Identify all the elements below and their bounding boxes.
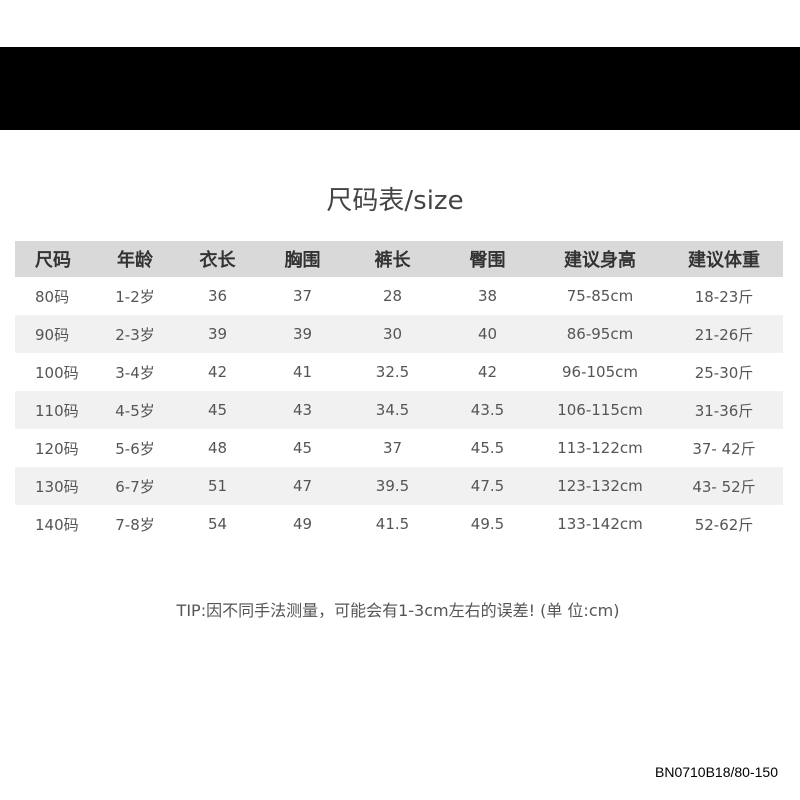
table-cell: 100码	[35, 363, 79, 382]
table-cell: 39.5	[375, 477, 410, 495]
table-cell: 123-132cm	[557, 477, 643, 495]
table-cell: 32.5	[375, 363, 410, 381]
table-cell: 51	[207, 477, 228, 495]
table-cell: 120码	[35, 439, 79, 458]
table-cell: 30	[382, 325, 403, 343]
table-cell: 47	[292, 477, 313, 495]
table-cell: 5-6岁	[115, 439, 155, 458]
top-black-band	[0, 47, 800, 130]
column-header: 建议身高	[564, 250, 636, 271]
table-row: 140码 7-8岁 54 49 41.5 49.5 133-142cm 52-62斤	[15, 505, 783, 543]
table-cell: 49	[292, 515, 313, 533]
table-cell: 49.5	[470, 515, 505, 533]
column-header: 衣长	[199, 250, 236, 271]
table-cell: 37	[382, 439, 403, 457]
table-cell: 7-8岁	[115, 515, 155, 534]
table-cell: 4-5岁	[115, 401, 155, 420]
table-cell: 43.5	[470, 401, 505, 419]
column-header: 臀围	[469, 250, 506, 271]
table-cell: 25-30斤	[694, 363, 754, 382]
table-row: 120码 5-6岁 48 45 37 45.5 113-122cm 37- 42斤	[15, 429, 783, 467]
table-cell: 80码	[35, 287, 70, 306]
table-cell: 31-36斤	[694, 401, 754, 420]
column-header: 尺码	[35, 250, 71, 271]
table-cell: 130码	[35, 477, 79, 496]
table-cell: 52-62斤	[694, 515, 754, 534]
table-cell: 110码	[35, 401, 79, 420]
table-cell: 37- 42斤	[692, 439, 756, 458]
column-header: 胸围	[284, 250, 321, 271]
measurement-tip: TIP:因不同手法测量，可能会有1-3cm左右的误差! (单 位:cm)	[176, 601, 620, 620]
table-row: 110码 4-5岁 45 43 34.5 43.5 106-115cm 31-36斤	[15, 391, 783, 429]
table-cell: 43- 52斤	[692, 477, 756, 496]
table-cell: 21-26斤	[694, 325, 754, 344]
table-row: 130码 6-7岁 51 47 39.5 47.5 123-132cm 43- 52斤	[15, 467, 783, 505]
table-cell: 133-142cm	[557, 515, 643, 533]
table-header-row: 尺码 年龄 衣长 胸围 裤长 臀围 建议身高 建议体重	[15, 241, 783, 277]
table-row: 90码 2-3岁 39 39 30 40 86-95cm 21-26斤	[15, 315, 783, 353]
table-cell: 38	[477, 287, 498, 305]
table-cell: 45	[207, 401, 228, 419]
table-cell: 6-7岁	[115, 477, 155, 496]
table-cell: 86-95cm	[566, 325, 634, 343]
table-cell: 45.5	[470, 439, 505, 457]
table-cell: 28	[382, 287, 403, 305]
table-row: 100码 3-4岁 42 41 32.5 42 96-105cm 25-30斤	[15, 353, 783, 391]
table-cell: 140码	[35, 515, 79, 534]
table-cell: 90码	[35, 325, 70, 344]
table-cell: 41	[292, 363, 313, 381]
product-code: BN0710B18/80-150	[655, 764, 778, 780]
table-cell: 2-3岁	[115, 325, 155, 344]
table-cell: 42	[477, 363, 498, 381]
size-table: 尺码 年龄 衣长 胸围 裤长 臀围 建议身高 建议体重 80码 1-2岁 36 37 28 38 75-85…	[15, 241, 783, 543]
table-cell: 36	[207, 287, 228, 305]
table-cell: 40	[477, 325, 498, 343]
table-cell: 48	[207, 439, 228, 457]
column-header: 年龄	[117, 250, 153, 271]
table-row: 80码 1-2岁 36 37 28 38 75-85cm 18-23斤	[15, 277, 783, 315]
table-cell: 45	[292, 439, 313, 457]
table-cell: 42	[207, 363, 228, 381]
table-cell: 34.5	[375, 401, 410, 419]
table-cell: 47.5	[470, 477, 505, 495]
column-header: 裤长	[374, 250, 411, 271]
table-cell: 106-115cm	[557, 401, 643, 419]
table-cell: 37	[292, 287, 313, 305]
table-cell: 96-105cm	[562, 363, 638, 381]
table-cell: 75-85cm	[566, 287, 634, 305]
table-cell: 3-4岁	[115, 363, 155, 382]
table-cell: 113-122cm	[557, 439, 643, 457]
table-cell: 39	[207, 325, 228, 343]
table-cell: 39	[292, 325, 313, 343]
column-header: 建议体重	[688, 250, 760, 271]
table-cell: 1-2岁	[115, 287, 155, 306]
table-cell: 43	[292, 401, 313, 419]
table-cell: 54	[207, 515, 228, 533]
table-cell: 41.5	[375, 515, 410, 533]
table-cell: 18-23斤	[694, 287, 754, 306]
page-title: 尺码表/size	[326, 186, 464, 216]
